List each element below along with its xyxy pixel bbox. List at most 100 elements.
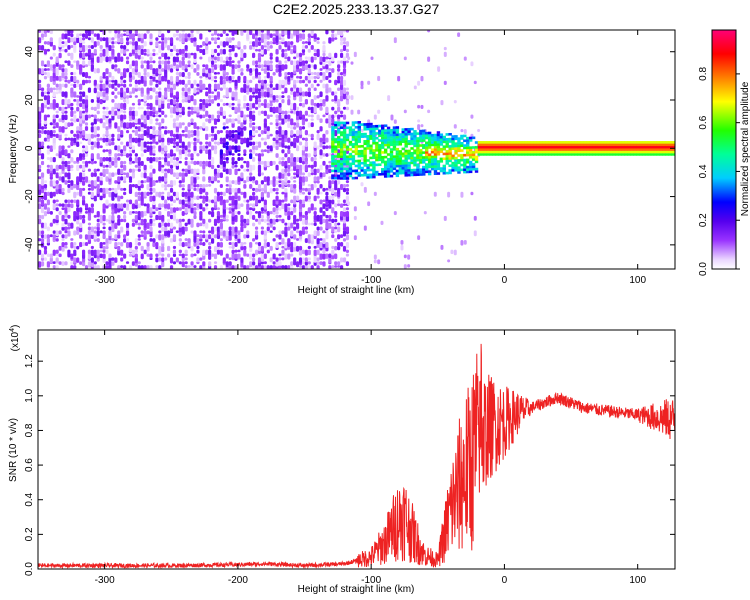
spectrogram-cell — [342, 177, 347, 180]
spectrogram-cell — [49, 156, 53, 163]
spectrogram-cell — [175, 102, 179, 109]
spectrogram-cell — [96, 222, 100, 228]
spectrogram-cell — [284, 75, 288, 80]
spectrogram-cell — [404, 140, 408, 143]
spectrogram-cell — [389, 169, 394, 173]
spectrogram-cell — [527, 150, 532, 154]
spectrogram-cell — [278, 102, 282, 108]
spectrogram-cell — [175, 141, 179, 147]
spectrogram-cell — [70, 30, 74, 34]
spectrogram-cell — [43, 68, 48, 72]
spectrogram-cell — [38, 195, 42, 203]
spectrogram-cell — [64, 230, 68, 234]
spectrogram-cell — [348, 126, 353, 129]
spectrogram-cell — [316, 257, 320, 262]
spectrogram-cell — [228, 234, 232, 241]
spectrogram-cell — [592, 143, 596, 147]
spectrogram-cell — [164, 52, 168, 60]
spectrogram-cell — [301, 114, 306, 120]
spectrogram-cell — [339, 203, 344, 208]
spectrogram-cell — [287, 99, 291, 106]
spectrogram-cell — [562, 141, 567, 144]
spectrogram-cell — [442, 135, 446, 139]
spectrogram-cell — [219, 87, 223, 91]
spectrogram-cell — [383, 150, 388, 154]
spectrogram-cell — [231, 102, 235, 106]
spectrogram-cell — [114, 110, 118, 116]
spectrogram-cell — [442, 138, 446, 141]
spectrogram-cell — [316, 168, 320, 174]
spectrogram-cell — [228, 118, 232, 123]
spectrogram-cell — [263, 83, 267, 90]
spectrogram-cell — [73, 83, 77, 88]
spectrogram-cell — [117, 214, 121, 220]
spectrogram-cell — [260, 261, 265, 265]
spectrogram-cell — [290, 168, 294, 172]
spectrogram-cell — [155, 180, 159, 183]
spectrogram-cell — [410, 127, 414, 131]
spectrogram-cell — [172, 249, 177, 255]
x-tick-label: -200 — [228, 275, 248, 286]
spectrogram-cell — [427, 153, 432, 157]
spectrogram-cell — [96, 176, 100, 182]
spectrogram-cell — [392, 155, 397, 158]
spectrogram-cell — [55, 180, 59, 185]
spectrogram-cell — [293, 180, 297, 183]
spectrogram-cell — [87, 56, 92, 61]
spectrogram-cell — [87, 30, 92, 36]
spectrogram-cell — [592, 148, 596, 151]
spectrogram-cell — [257, 133, 262, 138]
spectrogram-cell — [372, 151, 376, 155]
spectrogram-cell — [222, 153, 226, 157]
spectrogram-cell — [389, 133, 394, 137]
spectrogram-cell — [46, 129, 50, 136]
spectrogram-cell — [433, 153, 438, 156]
spectrogram-cell — [407, 171, 411, 175]
spectrogram-cell — [636, 150, 640, 154]
spectrogram-cell — [512, 145, 517, 149]
spectrogram-cell — [49, 191, 53, 199]
spectrogram-cell — [281, 218, 285, 224]
spectrogram-cell — [609, 143, 614, 147]
spectrogram-cell — [46, 133, 50, 140]
spectrogram-cell — [313, 87, 317, 92]
spectrogram-cell — [140, 184, 144, 189]
spectrogram-cell — [111, 238, 115, 241]
spectrogram-cell — [653, 153, 658, 156]
spectrogram-cell — [64, 72, 68, 77]
spectrogram-cell — [427, 165, 432, 169]
spectrogram-cell — [246, 230, 250, 235]
chart-title: C2E2.2025.233.13.37.G27 — [273, 1, 440, 17]
spectrogram-cell — [565, 145, 570, 149]
spectrogram-cell — [181, 149, 185, 155]
spectrogram-cell — [331, 164, 335, 168]
spectrogram-cell — [240, 226, 244, 233]
spectrogram-cell — [252, 60, 256, 66]
spectrogram-cell — [369, 134, 373, 138]
spectrogram-cell — [155, 41, 159, 47]
spectrogram-cell — [272, 95, 276, 101]
spectrogram-cell — [389, 138, 394, 142]
spectrogram-cell — [225, 141, 229, 146]
spectrogram-cell — [202, 83, 206, 90]
spectrogram-cell — [155, 207, 159, 212]
spectrogram-cell — [275, 234, 279, 238]
spectrogram-cell — [222, 83, 226, 90]
spectrogram-cell — [81, 91, 86, 97]
spectrogram-cell — [342, 167, 347, 171]
spectrogram-cell — [398, 159, 403, 163]
spectrogram-cell — [383, 170, 388, 173]
spectrogram-cell — [325, 87, 329, 94]
spectrogram-cell — [331, 147, 335, 151]
spectrogram-cell — [216, 33, 221, 37]
spectrogram-cell — [249, 153, 253, 160]
spectrogram-cell — [190, 176, 194, 182]
spectrogram-cell — [413, 85, 417, 90]
spectrogram-cell — [260, 137, 265, 141]
spectrogram-cell — [284, 110, 288, 115]
spectrogram-cell — [398, 169, 403, 173]
spectrogram-cell — [70, 203, 74, 209]
spectrogram-cell — [263, 48, 267, 55]
spectrogram-cell — [81, 52, 86, 59]
spectrogram-cell — [451, 147, 455, 150]
